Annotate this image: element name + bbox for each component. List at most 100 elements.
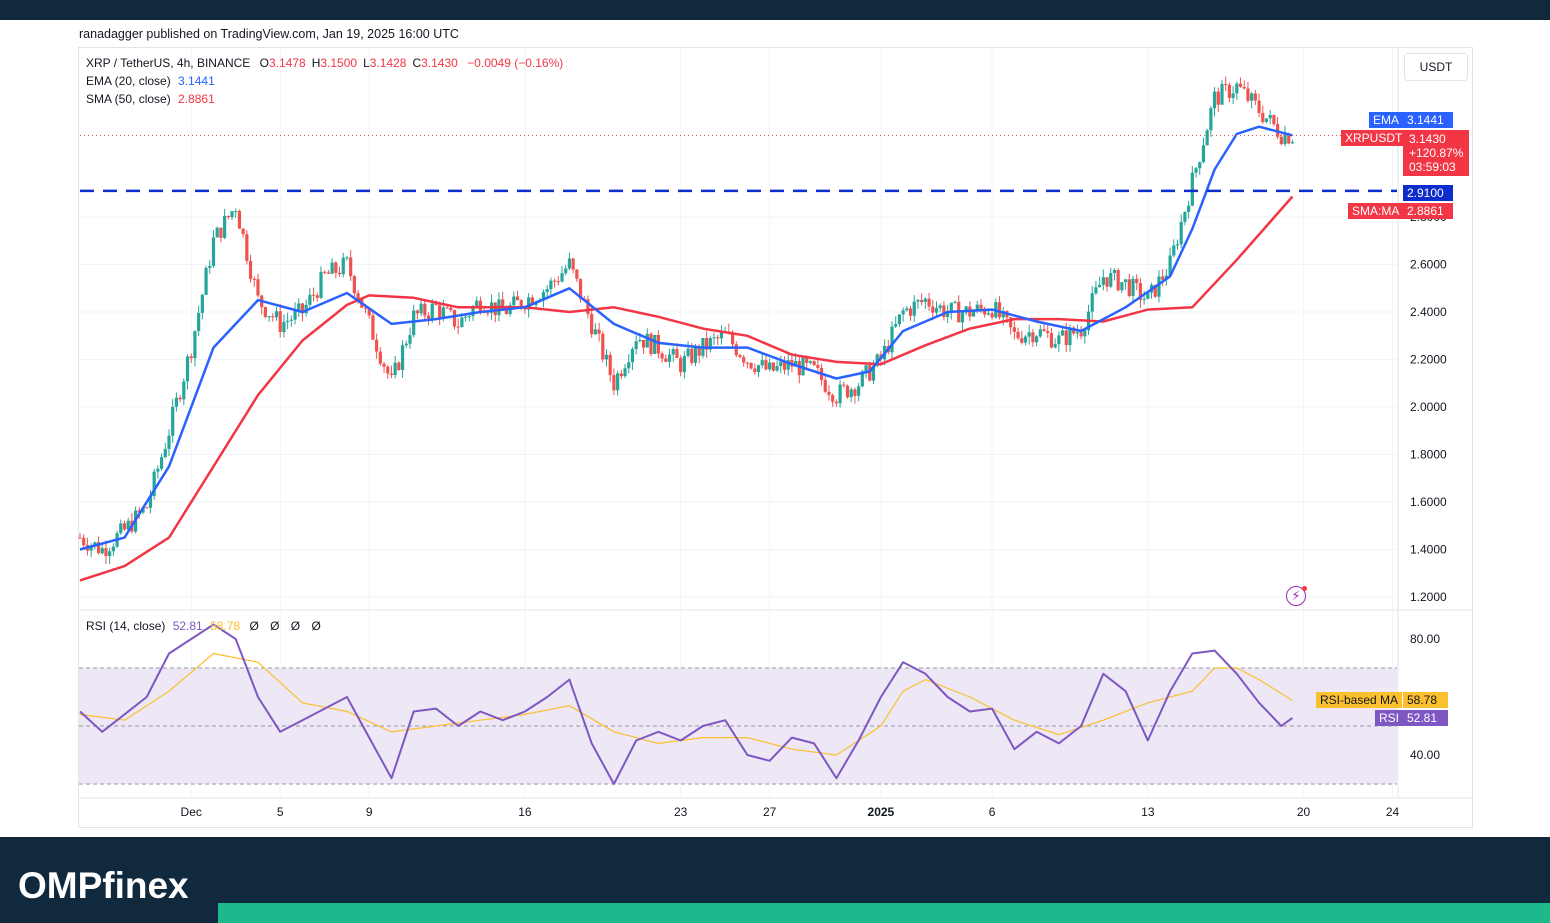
publisher-line: ranadagger published on TradingView.com,… — [79, 27, 459, 41]
candle-body — [1009, 317, 1013, 328]
candle-body — [89, 545, 93, 551]
candle-body — [975, 304, 979, 312]
x-tick-label: 16 — [518, 805, 532, 819]
candle-body — [452, 310, 457, 327]
candle-body — [1057, 335, 1061, 345]
candle-body — [793, 361, 798, 367]
candle-body — [223, 215, 227, 238]
candle-body — [289, 319, 293, 321]
candle-body — [742, 357, 746, 363]
candle-body — [719, 332, 724, 339]
candle-body — [986, 313, 991, 315]
ema-legend[interactable]: EMA (20, close) 3.1441 — [86, 74, 215, 88]
candle-body — [660, 353, 664, 359]
candle-body — [608, 354, 612, 376]
sma-line — [79, 195, 1294, 582]
candle-body — [382, 363, 386, 367]
candle-body — [193, 331, 197, 359]
candle-body — [122, 523, 127, 530]
candle-body — [656, 334, 661, 354]
candle-body — [753, 368, 757, 373]
candle-body — [697, 346, 701, 356]
candle-body — [486, 312, 490, 314]
ohlc-label-c: C — [412, 56, 422, 70]
candle-body — [653, 334, 657, 354]
candle-body — [267, 316, 271, 318]
brand-stripe — [218, 903, 1550, 923]
candle-body — [1083, 330, 1087, 337]
candle-body — [1131, 278, 1135, 296]
rsi-tick-label: 80.00 — [1410, 632, 1440, 646]
candle-body — [445, 307, 449, 309]
candle-body — [226, 215, 230, 218]
candle-body — [575, 269, 579, 279]
candle-body — [1216, 91, 1220, 105]
candle-body — [460, 317, 464, 328]
candle-body — [341, 257, 345, 275]
lightning-icon[interactable]: ⚡ — [1286, 586, 1306, 606]
candle-body — [1201, 145, 1206, 163]
y-tick-label: 2.2000 — [1410, 353, 1447, 367]
x-tick-label: 23 — [674, 805, 688, 819]
candle-body — [590, 314, 594, 335]
candle-body — [827, 391, 831, 396]
candle-body — [211, 237, 216, 266]
candle-body — [1112, 270, 1117, 273]
x-tick-label: 20 — [1297, 805, 1311, 819]
candle-body — [278, 311, 282, 332]
candle-body — [82, 537, 86, 546]
candle-body — [920, 299, 924, 302]
candle-body — [1183, 211, 1187, 222]
candle-body — [1105, 277, 1109, 287]
x-tick-label: 6 — [989, 805, 996, 819]
candle-body — [100, 548, 104, 554]
candle-body — [393, 362, 397, 375]
candle-body — [408, 335, 412, 344]
candle-body — [1157, 276, 1161, 297]
candle-body — [467, 316, 471, 318]
candle-body — [1023, 336, 1028, 343]
candle-body — [1042, 329, 1046, 332]
candle-body — [797, 361, 801, 376]
candle-body — [1172, 245, 1176, 256]
candle-body — [1012, 327, 1016, 332]
candle-body — [567, 258, 572, 269]
candle-body — [515, 296, 520, 301]
sma-legend[interactable]: SMA (50, close) 2.8861 — [86, 92, 215, 106]
candle-body — [297, 303, 301, 310]
candle-body — [419, 303, 423, 314]
candle-body — [541, 292, 546, 301]
x-tick-label: 2025 — [868, 805, 895, 819]
candle-body — [549, 280, 553, 290]
candle-body — [1268, 114, 1272, 119]
candle-body — [834, 401, 838, 404]
candle-body — [627, 362, 631, 369]
candle-body — [1175, 244, 1180, 246]
x-tick-label: 9 — [366, 805, 373, 819]
candle-body — [901, 310, 905, 315]
candle-body — [942, 305, 946, 318]
candle-body — [838, 384, 842, 404]
candle-body — [119, 523, 123, 534]
candle-body — [1075, 332, 1079, 334]
candle-body — [356, 293, 360, 300]
candle-body — [1068, 327, 1072, 346]
candle-body — [556, 281, 560, 283]
y-tick-label: 1.6000 — [1410, 495, 1447, 509]
currency-button[interactable]: USDT — [1404, 53, 1468, 81]
rsi-legend[interactable]: RSI (14, close) 52.81 58.78 Ø Ø Ø Ø — [86, 619, 325, 633]
ema-legend-value: 3.1441 — [178, 74, 215, 88]
candle-body — [1235, 83, 1239, 94]
candle-body — [471, 306, 475, 317]
candle-body — [311, 294, 316, 296]
rsi-legend-label: RSI (14, close) — [86, 619, 166, 633]
candle-body — [990, 313, 994, 318]
candle-body — [156, 468, 160, 472]
candle-body — [1227, 84, 1232, 98]
candle-body — [586, 299, 590, 315]
candle-body — [252, 278, 256, 280]
candle-body — [686, 348, 690, 356]
rsi-ma-tag-value: 58.78 — [1403, 692, 1448, 708]
candle-body — [641, 339, 646, 348]
